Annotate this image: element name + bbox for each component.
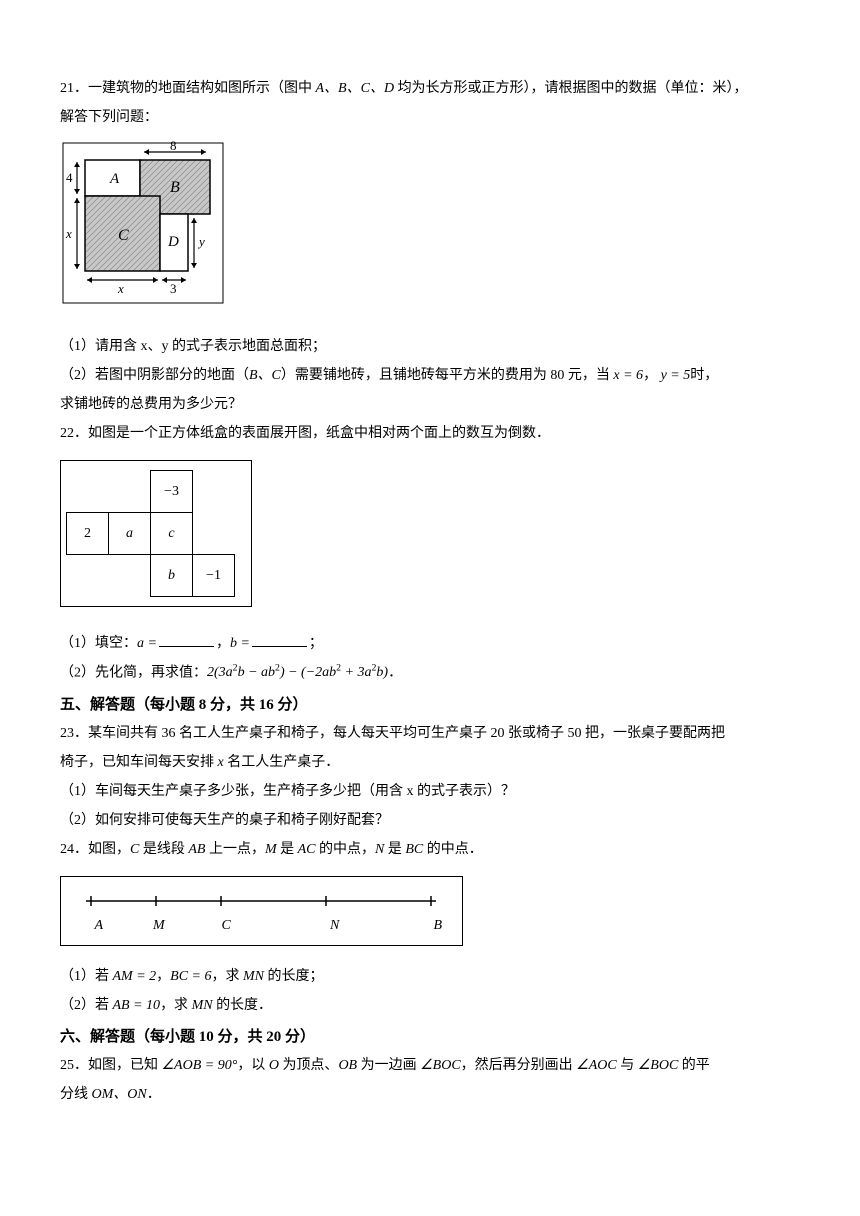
svg-text:D: D	[167, 234, 179, 250]
svg-text:4: 4	[66, 170, 73, 185]
q24-p1: （1）若 AM = 2，BC = 6，求 MN 的长度；	[60, 964, 800, 989]
svg-text:A: A	[109, 171, 120, 187]
q21-intro: 21．一建筑物的地面结构如图所示（图中 A、B、C、D 均为长方形或正方形），请…	[60, 76, 800, 101]
svg-text:y: y	[197, 234, 205, 249]
svg-text:B: B	[170, 179, 180, 196]
q21-num: 21．	[60, 81, 88, 96]
q25-line2: 分线 OM、ON．	[60, 1082, 800, 1107]
section-5-heading: 五、解答题（每小题 8 分，共 16 分）	[60, 692, 800, 719]
q25-intro: 25．如图，已知 ∠AOB = 90°，以 O 为顶点、OB 为一边画 ∠BOC…	[60, 1053, 800, 1078]
q21-intro2: 解答下列问题：	[60, 105, 800, 130]
q21-p1: （1）请用含 x、y 的式子表示地面总面积；	[60, 334, 800, 359]
q24-intro: 24．如图，C 是线段 AB 上一点，M 是 AC 的中点，N 是 BC 的中点…	[60, 837, 800, 862]
q22-num: 22．	[60, 426, 88, 441]
svg-text:C: C	[118, 227, 129, 244]
q24-p2: （2）若 AB = 10，求 MN 的长度．	[60, 993, 800, 1018]
q24-line-diagram: A M C N B	[60, 876, 463, 945]
q22-p1: （1）填空：a =，b =；	[60, 631, 800, 656]
blank-b	[252, 631, 307, 646]
section-6-heading: 六、解答题（每小题 10 分，共 20 分）	[60, 1024, 800, 1051]
svg-text:3: 3	[170, 281, 177, 296]
q23-p1: （1）车间每天生产桌子多少张，生产椅子多少把（用含 x 的式子表示）？	[60, 779, 800, 804]
q25-num: 25．	[60, 1058, 88, 1073]
q22-p2: （2）先化简，再求值：2(3a2b − ab2) − (−2ab2 + 3a2b…	[60, 660, 800, 686]
svg-text:x: x	[117, 281, 124, 296]
q23-intro: 23．某车间共有 36 名工人生产桌子和椅子，每人每天平均可生产桌子 20 张或…	[60, 721, 800, 746]
q22-formula: 2(3a2b − ab2) − (−2ab2 + 3a2b)	[207, 665, 388, 680]
q23-p2: （2）如何安排可使每天生产的桌子和椅子刚好配套？	[60, 808, 800, 833]
q23-num: 23．	[60, 726, 88, 741]
q23-intro2: 椅子，已知车间每天安排 x 名工人生产桌子．	[60, 750, 800, 775]
q21-p3: 求铺地砖的总费用为多少元？	[60, 392, 800, 417]
q21-diagram: A B C D 8 4 x x 3	[60, 140, 800, 319]
q22-net: −3 2ac b−1	[60, 460, 252, 607]
blank-a	[159, 631, 214, 646]
svg-text:x: x	[65, 226, 72, 241]
q21-p2: （2）若图中阴影部分的地面（B、C）需要铺地砖，且铺地砖每平方米的费用为 80 …	[60, 363, 800, 388]
svg-text:8: 8	[170, 140, 177, 153]
q22-intro: 22．如图是一个正方体纸盒的表面展开图，纸盒中相对两个面上的数互为倒数．	[60, 421, 800, 446]
q24-num: 24．	[60, 842, 88, 857]
